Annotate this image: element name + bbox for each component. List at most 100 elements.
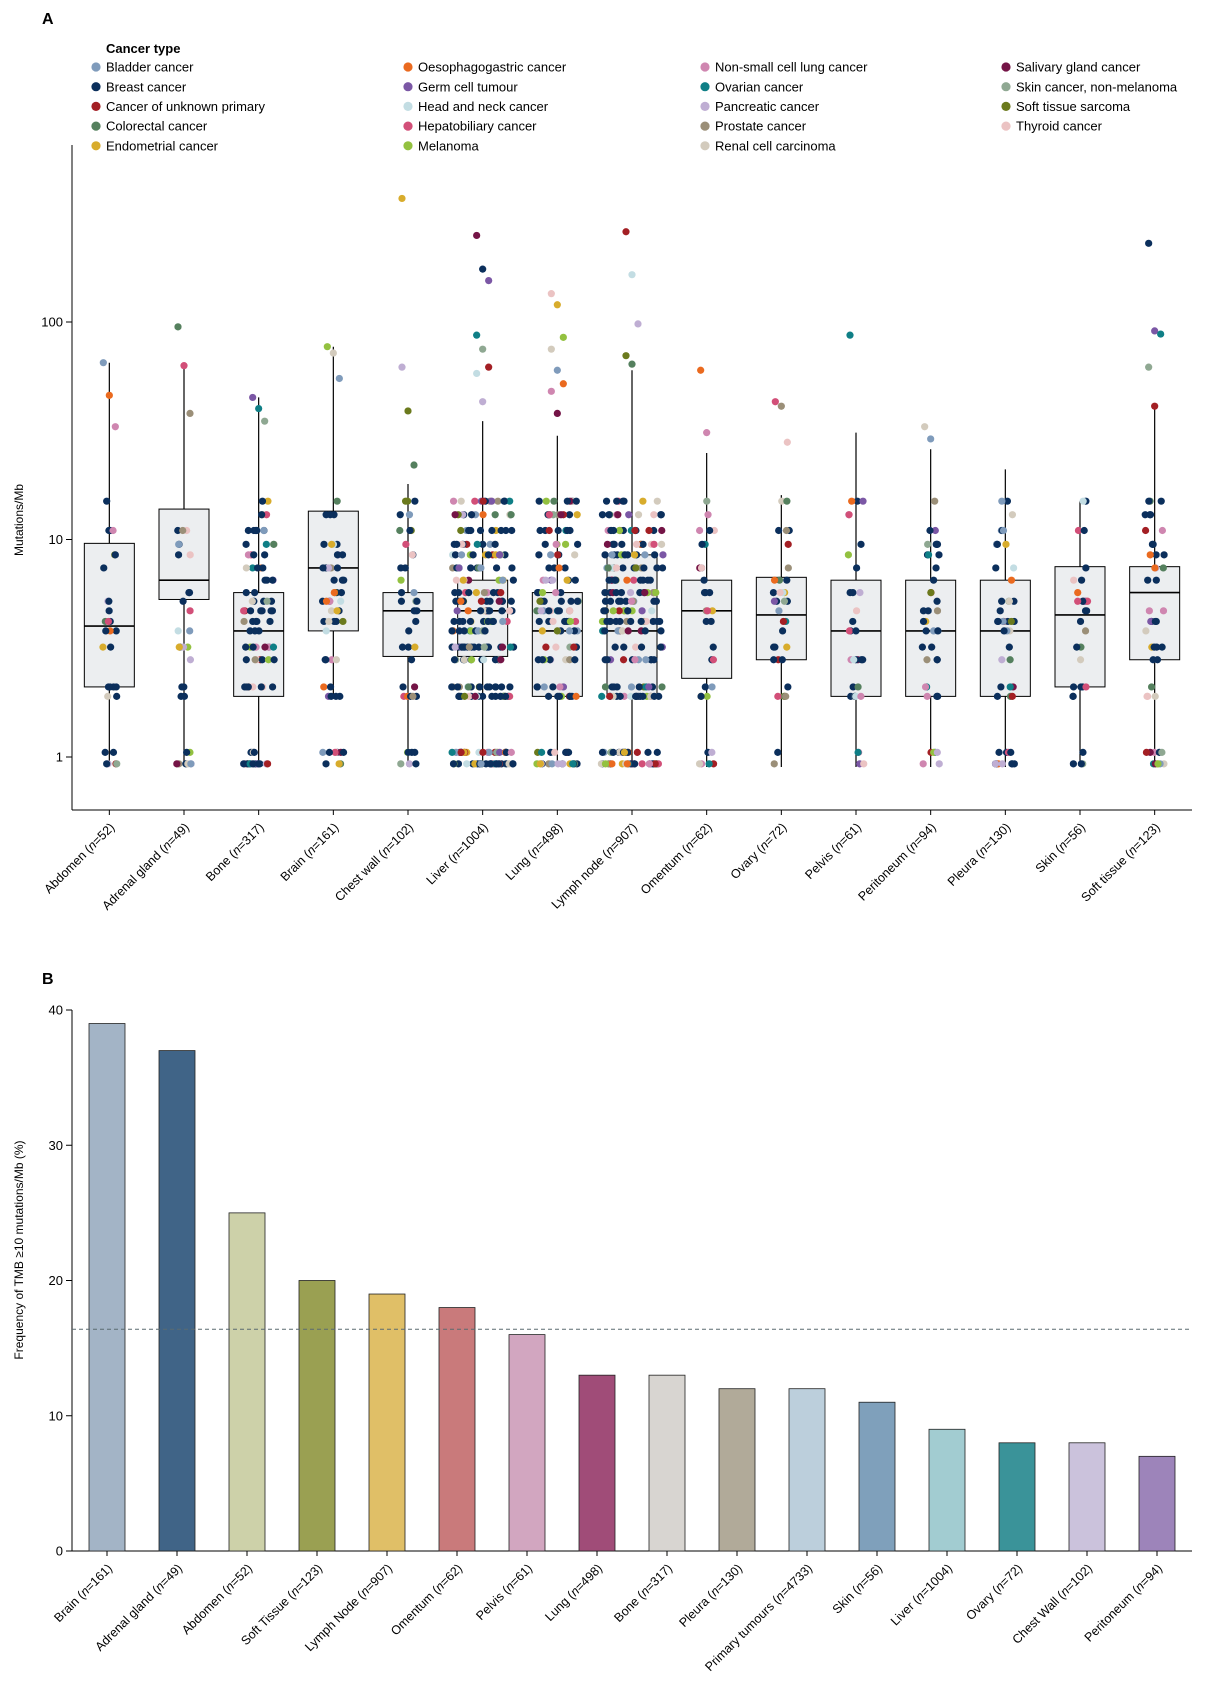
point-lymph-node bbox=[611, 576, 620, 584]
point-pleura bbox=[1006, 683, 1014, 691]
point-liver bbox=[491, 656, 500, 664]
point-liver bbox=[486, 607, 494, 615]
point-lung bbox=[571, 656, 579, 664]
outlier-bone bbox=[261, 417, 269, 425]
legend-entry-melanoma: Melanoma bbox=[403, 138, 479, 153]
point-lung bbox=[566, 617, 575, 626]
point-peritoneum bbox=[933, 692, 941, 700]
point-lung bbox=[536, 760, 544, 768]
point-peritoneum bbox=[935, 760, 943, 768]
point-lung bbox=[542, 576, 550, 584]
legend-entry-prostate-cancer: Prostate cancer bbox=[700, 119, 807, 134]
point-omentum bbox=[706, 588, 714, 597]
point-lymph-node bbox=[604, 564, 612, 572]
point-liver bbox=[508, 526, 516, 535]
point-adrenal-gland bbox=[186, 627, 194, 635]
point-lung bbox=[565, 511, 574, 519]
outlier-lung bbox=[547, 290, 555, 298]
point-soft-tissue bbox=[1151, 617, 1159, 626]
point-lung bbox=[557, 597, 565, 605]
outlier-bone bbox=[255, 404, 263, 413]
point-lymph-node bbox=[644, 748, 652, 756]
point-lung bbox=[533, 683, 541, 691]
point-peritoneum bbox=[921, 683, 930, 691]
point-lymph-node bbox=[651, 551, 659, 559]
point-lung bbox=[552, 540, 560, 548]
box-iqr-peritoneum bbox=[905, 579, 957, 697]
point-lung bbox=[553, 627, 561, 635]
point-lymph-node bbox=[653, 617, 661, 626]
point-lymph-node bbox=[598, 692, 606, 700]
point-abdomen bbox=[109, 526, 117, 535]
point-chest-wall bbox=[410, 683, 419, 691]
point-adrenal-gland bbox=[178, 683, 186, 691]
point-brain bbox=[327, 607, 336, 615]
point-abdomen bbox=[113, 692, 121, 700]
box-bone bbox=[233, 397, 285, 768]
point-liver bbox=[458, 643, 466, 651]
panel-b-category-label-pleura: Pleura (n=130) bbox=[676, 1561, 745, 1630]
point-abdomen bbox=[104, 692, 112, 700]
point-bone bbox=[270, 540, 278, 548]
point-brain bbox=[331, 748, 339, 756]
box-iqr-abdomen bbox=[83, 542, 135, 688]
point-lung bbox=[573, 511, 581, 519]
point-lymph-node bbox=[605, 576, 613, 584]
panel-b-y-axis-title: Frequency of TMB ≥10 mutations/Mb (%) bbox=[12, 1140, 26, 1359]
point-liver bbox=[463, 760, 471, 768]
point-liver bbox=[496, 748, 504, 756]
panel-b-y-tick-label-30: 30 bbox=[49, 1138, 63, 1153]
point-liver bbox=[494, 497, 502, 505]
legend-entry-colorectal-cancer: Colorectal cancer bbox=[91, 119, 208, 134]
point-adrenal-gland bbox=[180, 692, 189, 700]
point-soft-tissue bbox=[1145, 497, 1153, 505]
point-adrenal-gland bbox=[175, 643, 183, 651]
point-brain bbox=[330, 617, 338, 626]
point-liver bbox=[450, 540, 458, 548]
outlier-liver bbox=[485, 277, 493, 285]
bar-soft-tissue bbox=[298, 1280, 336, 1552]
point-lymph-node bbox=[642, 656, 650, 664]
point-lymph-node bbox=[624, 627, 632, 635]
point-liver bbox=[457, 551, 466, 559]
bar-ovary bbox=[998, 1442, 1036, 1552]
point-skin bbox=[1082, 564, 1090, 572]
point-bone bbox=[258, 497, 267, 505]
point-omentum bbox=[703, 497, 711, 505]
point-bone bbox=[270, 656, 278, 664]
legend-title: Cancer type bbox=[106, 41, 180, 56]
point-chest-wall bbox=[413, 597, 421, 605]
panel-b-y-tick-label-0: 0 bbox=[56, 1544, 63, 1559]
point-pleura bbox=[1008, 511, 1017, 519]
point-lung bbox=[563, 576, 571, 584]
outlier-bone bbox=[249, 393, 257, 402]
point-bone bbox=[257, 607, 265, 615]
point-lung bbox=[554, 526, 562, 535]
legend-swatch-head-and-neck-cancer bbox=[403, 101, 413, 111]
point-brain bbox=[319, 748, 327, 756]
outlier-liver bbox=[473, 231, 481, 240]
point-adrenal-gland bbox=[174, 627, 182, 635]
point-brain bbox=[330, 588, 338, 597]
point-lymph-node bbox=[635, 683, 643, 691]
point-lung bbox=[561, 564, 569, 572]
point-skin bbox=[1076, 656, 1085, 664]
bar-bone bbox=[648, 1374, 686, 1552]
legend-label-breast-cancer: Breast cancer bbox=[106, 79, 187, 94]
point-chest-wall bbox=[402, 540, 410, 548]
point-liver bbox=[502, 692, 510, 700]
point-liver bbox=[455, 627, 463, 635]
point-pelvis bbox=[845, 627, 854, 635]
point-lung bbox=[554, 760, 562, 768]
point-ovary bbox=[779, 617, 788, 626]
outlier-brain bbox=[335, 374, 343, 383]
point-lung bbox=[552, 643, 560, 651]
point-brain bbox=[332, 656, 341, 664]
panel-b-y-tick-label-20: 20 bbox=[49, 1273, 63, 1288]
point-lung bbox=[570, 643, 578, 651]
point-liver bbox=[497, 683, 506, 691]
point-ovary bbox=[783, 576, 791, 584]
point-pleura bbox=[998, 760, 1006, 768]
panel-a-y-tick-label-100: 100 bbox=[41, 315, 63, 330]
point-brain bbox=[326, 683, 335, 691]
